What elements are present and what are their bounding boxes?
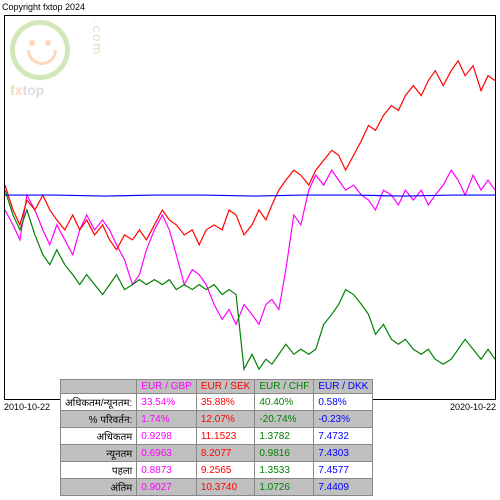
table-cell: 1.0726 [255, 479, 314, 496]
table-header: EUR / GBP [137, 380, 197, 394]
table-row: % परिवर्तन:1.74%12.07%-20.74%-0.23% [61, 411, 373, 428]
table-cell: 7.4409 [314, 479, 373, 496]
table-row: अधिकतम0.929811.15231.37827.4732 [61, 428, 373, 445]
x-axis-end-label: 2020-10-22 [450, 402, 496, 412]
table-cell: 7.4303 [314, 445, 373, 462]
table-cell: 0.58% [314, 394, 373, 411]
table-cell: 40.40% [255, 394, 314, 411]
table-header: EUR / DKK [314, 380, 373, 394]
table-row: अंतिम0.902710.37401.07267.4409 [61, 479, 373, 496]
table-cell: -0.23% [314, 411, 373, 428]
table-cell: 35.88% [196, 394, 254, 411]
table-cell: 9.2565 [196, 462, 254, 479]
series-eur-sek [5, 61, 495, 250]
table-cell: 10.3740 [196, 479, 254, 496]
table-cell: 0.8873 [137, 462, 197, 479]
row-label: अधिकतम/न्यूनतम: [61, 394, 137, 411]
table-cell: 0.9816 [255, 445, 314, 462]
table-cell: 0.9027 [137, 479, 197, 496]
table-cell: 1.3533 [255, 462, 314, 479]
row-label: % परिवर्तन: [61, 411, 137, 428]
table-row: पहला0.88739.25651.35337.4577 [61, 462, 373, 479]
table-row: अधिकतम/न्यूनतम:33.54%35.88%40.40%0.58% [61, 394, 373, 411]
table-cell: 7.4577 [314, 462, 373, 479]
series-eur-gbp [5, 170, 495, 324]
row-label: पहला [61, 462, 137, 479]
table-cell: 33.54% [137, 394, 197, 411]
table-cell: -20.74% [255, 411, 314, 428]
table-cell: 0.6963 [137, 445, 197, 462]
table-cell: 0.9298 [137, 428, 197, 445]
table-header: EUR / SEK [196, 380, 254, 394]
table-header: EUR / CHF [255, 380, 314, 394]
table-cell: 1.3782 [255, 428, 314, 445]
table-cell: 1.74% [137, 411, 197, 428]
row-label: अंतिम [61, 479, 137, 496]
x-axis-start-label: 2010-10-22 [4, 402, 50, 412]
currency-chart [4, 15, 496, 400]
row-label: न्यूनतम [61, 445, 137, 462]
currency-stats-table: EUR / GBPEUR / SEKEUR / CHFEUR / DKKअधिक… [60, 379, 373, 496]
series-eur-chf [5, 190, 495, 369]
table-cell: 12.07% [196, 411, 254, 428]
table-row: न्यूनतम0.69638.20770.98167.4303 [61, 445, 373, 462]
row-label: अधिकतम [61, 428, 137, 445]
table-cell: 11.1523 [196, 428, 254, 445]
copyright-text: Copyright fxtop 2024 [2, 2, 85, 12]
series-eur-dkk [5, 195, 495, 196]
table-cell: 7.4732 [314, 428, 373, 445]
table-cell: 8.2077 [196, 445, 254, 462]
